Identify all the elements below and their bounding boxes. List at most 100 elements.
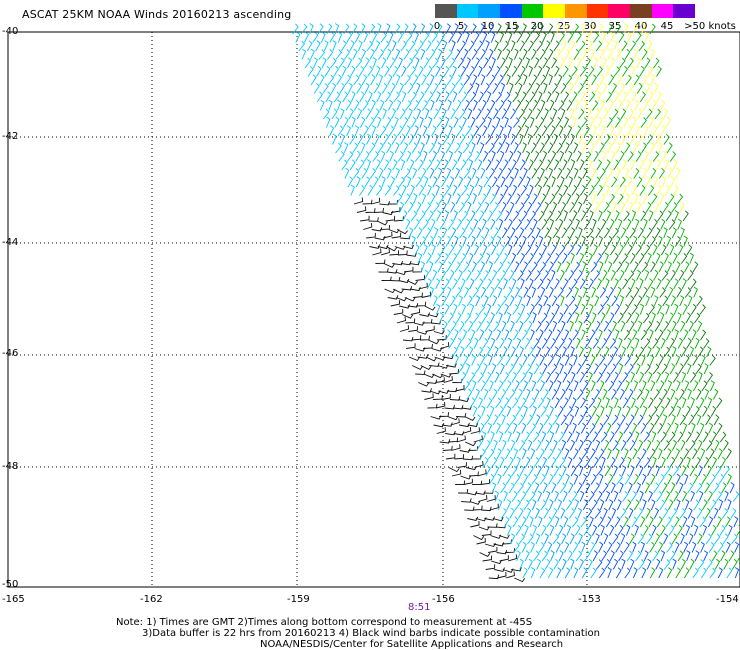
wind-barb xyxy=(412,267,423,273)
wind-barb xyxy=(555,235,561,247)
wind-barb xyxy=(731,558,738,570)
wind-barb xyxy=(541,550,548,562)
wind-barb xyxy=(376,185,383,196)
wind-barb xyxy=(609,524,615,536)
wind-barb xyxy=(592,244,598,256)
wind-barb xyxy=(528,465,534,477)
wind-barb xyxy=(507,431,512,443)
wind-barb xyxy=(647,278,654,290)
wind-barb xyxy=(558,431,565,443)
wind-barb xyxy=(601,550,608,562)
wind-barb xyxy=(442,133,449,145)
wind-barb xyxy=(562,252,568,264)
wind-barb xyxy=(462,329,468,341)
wind-barb xyxy=(619,482,624,494)
wind-barb xyxy=(648,184,655,196)
wind-barb xyxy=(549,218,555,230)
wind-barb xyxy=(688,414,695,426)
wind-barb xyxy=(553,558,559,570)
wind-barb xyxy=(650,74,656,86)
wind-barb xyxy=(532,405,537,417)
wind-barb xyxy=(406,176,412,188)
wind-barb xyxy=(467,108,473,120)
wind-barb xyxy=(559,57,565,69)
wind-barb xyxy=(678,482,684,494)
wind-barb xyxy=(553,371,560,383)
wind-barb xyxy=(461,498,472,503)
wind-barb xyxy=(491,363,497,375)
wind-barb xyxy=(555,541,561,553)
wind-barb xyxy=(641,380,647,392)
wind-barb xyxy=(716,422,723,434)
wind-barb xyxy=(592,32,600,43)
wind-barb xyxy=(570,133,575,145)
wind-barb xyxy=(495,210,503,222)
wind-barb xyxy=(519,558,524,570)
wind-barb xyxy=(530,567,536,579)
wind-barb xyxy=(615,235,621,247)
wind-barb xyxy=(422,32,430,43)
wind-barb xyxy=(510,133,516,145)
wind-barb xyxy=(653,176,658,188)
wind-barb xyxy=(620,414,626,426)
wind-barb xyxy=(668,431,676,443)
wind-barb xyxy=(594,508,601,519)
wind-barb xyxy=(659,99,666,111)
wind-barb xyxy=(425,40,432,52)
wind-barb xyxy=(560,82,567,94)
wind-barb xyxy=(454,48,461,60)
wind-barb xyxy=(529,91,536,103)
wind-barb xyxy=(561,439,567,451)
wind-barb xyxy=(588,397,596,409)
wind-barb xyxy=(403,244,415,250)
wind-barb xyxy=(345,99,352,111)
wind-barb xyxy=(385,23,391,35)
wind-barb xyxy=(649,48,655,60)
wind-barb xyxy=(515,524,522,536)
wind-barb xyxy=(631,304,638,315)
wind-barb xyxy=(699,516,706,528)
wind-barb xyxy=(640,329,648,341)
wind-barb xyxy=(517,388,523,400)
wind-barb xyxy=(505,261,512,273)
wind-barb xyxy=(470,520,480,528)
wind-barb xyxy=(559,176,565,188)
wind-barb xyxy=(396,297,407,302)
wind-barb xyxy=(517,176,524,188)
wind-barb xyxy=(626,456,632,468)
wind-barb xyxy=(666,567,673,579)
wind-barb xyxy=(362,100,369,111)
wind-barb xyxy=(597,184,603,196)
wind-barb xyxy=(464,218,471,230)
wind-barb xyxy=(585,295,591,307)
wind-barb xyxy=(602,269,608,281)
wind-barb xyxy=(545,490,551,502)
wind-barb xyxy=(608,499,614,511)
wind-barb xyxy=(534,57,540,69)
wind-barb xyxy=(355,176,361,188)
wind-barb xyxy=(574,99,580,111)
wind-barb xyxy=(524,337,531,349)
wind-barb xyxy=(647,490,653,502)
wind-barb xyxy=(532,218,538,230)
wind-barb xyxy=(350,184,355,196)
wind-barb xyxy=(705,414,711,426)
wind-barb xyxy=(628,201,634,213)
wind-barb xyxy=(451,346,458,358)
wind-barb xyxy=(501,227,508,239)
wind-barb xyxy=(579,490,585,502)
legend-tick: 40 xyxy=(634,21,648,32)
wind-barb xyxy=(601,456,606,468)
wind-barb xyxy=(626,337,632,349)
wind-barb xyxy=(412,167,418,179)
wind-barb xyxy=(546,303,551,315)
wind-barb xyxy=(576,363,582,375)
wind-barb xyxy=(465,31,470,43)
wind-barb xyxy=(482,555,493,562)
wind-barb xyxy=(594,201,600,213)
wind-barb xyxy=(602,482,609,494)
wind-barb xyxy=(724,490,729,502)
wind-barb xyxy=(390,176,396,188)
wind-barb xyxy=(715,491,723,502)
wind-barb xyxy=(484,414,491,426)
